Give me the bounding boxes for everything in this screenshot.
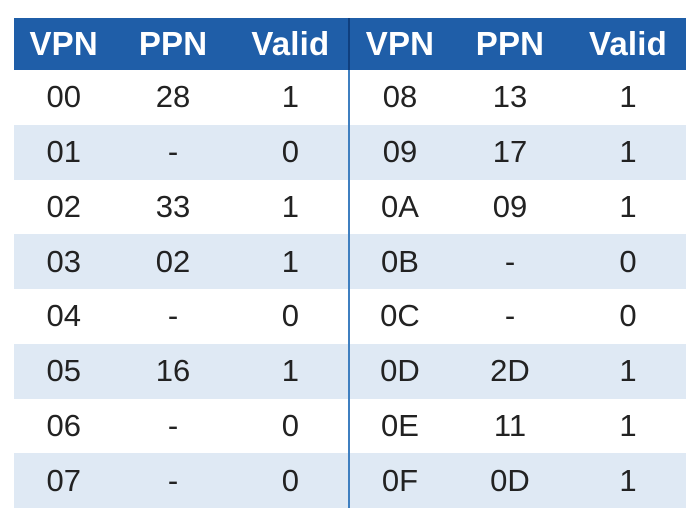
table-row: 07 - 0 0F 0D 1 xyxy=(14,453,686,508)
valid-cell: 0 xyxy=(281,407,299,443)
vpn-cell: 03 xyxy=(46,243,81,279)
table-row: 06 - 0 0E 11 1 xyxy=(14,398,686,454)
valid-cell: 1 xyxy=(619,407,637,443)
ppn-cell: 2D xyxy=(490,353,530,389)
valid-cell: 0 xyxy=(281,134,299,170)
ppn-cell: 33 xyxy=(155,188,191,224)
table-body: 00 28 1 08 13 1 01 - 0 09 17 1 xyxy=(14,70,686,508)
header-valid-left: Valid xyxy=(251,25,330,62)
vpn-cell: 09 xyxy=(382,134,418,170)
valid-cell: 1 xyxy=(281,353,299,389)
valid-cell: 1 xyxy=(619,134,637,170)
vpn-cell: 0D xyxy=(380,353,420,389)
ppn-cell: 09 xyxy=(492,188,528,224)
left-row-group: 01 - 0 xyxy=(14,124,350,180)
valid-cell: 1 xyxy=(619,462,637,498)
table-row: 02 33 1 0A 09 1 xyxy=(14,179,686,235)
valid-cell: 0 xyxy=(281,298,299,334)
valid-cell: 0 xyxy=(281,462,299,498)
ppn-cell: 0D xyxy=(490,462,530,498)
vpn-cell: 06 xyxy=(46,407,81,443)
left-row-group: 06 - 0 xyxy=(14,398,350,454)
table-row: 00 28 1 08 13 1 xyxy=(14,70,686,125)
right-row-group: 0E 11 1 xyxy=(350,399,686,454)
table-row: 01 - 0 09 17 1 xyxy=(14,124,686,180)
left-row-group: 03 02 1 xyxy=(14,234,350,289)
header-vpn-left: VPN xyxy=(29,25,98,62)
right-row-group: 0F 0D 1 xyxy=(350,453,686,508)
ppn-cell: 11 xyxy=(493,407,527,443)
valid-cell: 1 xyxy=(619,353,637,389)
vpn-cell: 0A xyxy=(381,188,419,224)
ppn-cell: 16 xyxy=(155,353,191,389)
right-row-group: 0C - 0 xyxy=(350,289,686,344)
ppn-cell: - xyxy=(504,298,516,334)
table-header: VPN PPN Valid VPN PPN Valid xyxy=(14,18,686,70)
table-row: 05 16 1 0D 2D 1 xyxy=(14,343,686,399)
vpn-cell: 0C xyxy=(380,298,420,334)
right-row-group: 0D 2D 1 xyxy=(350,344,686,399)
header-vpn-right: VPN xyxy=(365,25,435,62)
vpn-cell: 02 xyxy=(46,188,81,224)
ppn-cell: 02 xyxy=(155,243,191,279)
vpn-cell: 05 xyxy=(46,353,81,389)
header-ppn-left: PPN xyxy=(138,25,208,62)
ppn-cell: - xyxy=(167,462,179,498)
valid-cell: 1 xyxy=(281,243,299,279)
vpn-cell: 07 xyxy=(46,462,81,498)
right-row-group: 0B - 0 xyxy=(350,234,686,289)
header-valid-right: Valid xyxy=(588,25,668,62)
left-row-group: 00 28 1 xyxy=(14,70,350,125)
valid-cell: 1 xyxy=(281,79,299,115)
table-row: 04 - 0 0C - 0 xyxy=(14,289,686,344)
valid-cell: 1 xyxy=(619,79,637,115)
valid-cell: 1 xyxy=(281,188,299,224)
vpn-cell: 0E xyxy=(381,407,419,443)
vpn-cell: 0B xyxy=(381,243,419,279)
right-row-group: 09 17 1 xyxy=(350,125,686,180)
vpn-cell: 08 xyxy=(382,79,418,115)
vpn-cell: 0F xyxy=(381,462,419,498)
left-row-group: 07 - 0 xyxy=(14,453,350,508)
ppn-cell: - xyxy=(167,134,179,170)
valid-cell: 0 xyxy=(619,298,637,334)
vpn-cell: 04 xyxy=(46,298,81,334)
left-row-group: 05 16 1 xyxy=(14,343,350,399)
ppn-cell: 13 xyxy=(492,79,528,115)
ppn-cell: - xyxy=(167,407,179,443)
valid-cell: 1 xyxy=(619,188,637,224)
ppn-cell: - xyxy=(504,243,516,279)
vpn-cell: 00 xyxy=(46,79,81,115)
vpn-cell: 01 xyxy=(46,134,81,170)
ppn-cell: - xyxy=(167,298,179,334)
ppn-cell: 28 xyxy=(155,79,191,115)
left-row-group: 02 33 1 xyxy=(14,179,350,235)
valid-cell: 0 xyxy=(619,243,637,279)
table-row: 03 02 1 0B - 0 xyxy=(14,234,686,289)
right-header-group: VPN PPN Valid xyxy=(350,18,686,70)
right-row-group: 08 13 1 xyxy=(350,70,686,125)
ppn-cell: 17 xyxy=(492,134,528,170)
header-ppn-right: PPN xyxy=(475,25,545,62)
left-header-group: VPN PPN Valid xyxy=(14,18,350,70)
page-table: VPN PPN Valid VPN PPN Valid 00 28 1 08 1… xyxy=(14,18,686,508)
right-row-group: 0A 09 1 xyxy=(350,180,686,235)
left-row-group: 04 - 0 xyxy=(14,289,350,344)
